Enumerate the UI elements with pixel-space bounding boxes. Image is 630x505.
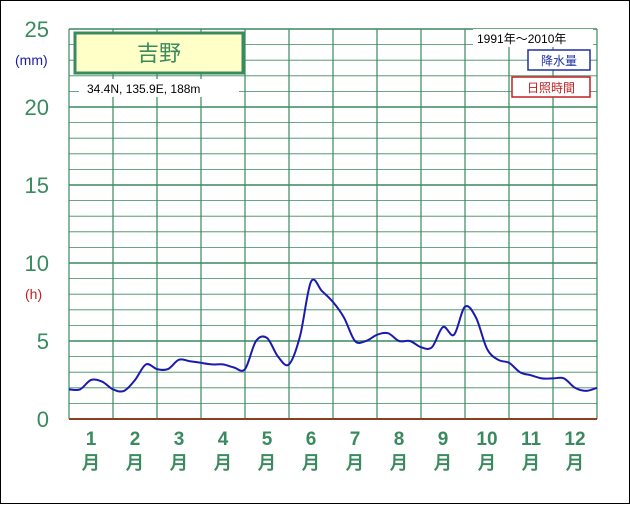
month-suffix-label: 月: [565, 453, 584, 474]
month-suffix-label: 月: [389, 453, 408, 474]
month-suffix-label: 月: [81, 453, 100, 474]
month-number-label: 9: [438, 429, 449, 450]
location-subtitle: 34.4N, 135.9E, 188m: [87, 82, 200, 96]
month-number-label: 8: [394, 429, 405, 450]
month-number-label: 11: [521, 429, 542, 450]
month-suffix-label: 月: [213, 453, 232, 474]
month-number-label: 1: [86, 429, 97, 450]
y-tick-label: 20: [25, 95, 49, 120]
month-suffix-label: 月: [345, 453, 364, 474]
y-tick-label: 10: [25, 251, 49, 276]
month-suffix-label: 月: [169, 453, 188, 474]
month-number-label: 4: [218, 429, 229, 450]
month-suffix-label: 月: [125, 453, 144, 474]
y-unit-h: (h): [25, 286, 42, 302]
y-tick-label: 0: [37, 407, 49, 432]
month-suffix-label: 月: [477, 453, 496, 474]
legend-sunshine: 日照時間: [527, 81, 575, 95]
y-tick-label: 15: [25, 173, 49, 198]
month-suffix-label: 月: [257, 453, 276, 474]
y-tick-label: 5: [37, 329, 49, 354]
y-unit-mm: (mm): [15, 52, 48, 68]
legend-precipitation: 降水量: [541, 54, 577, 68]
month-number-label: 5: [262, 429, 273, 450]
y-axis-ticks: 0 5 10 15 20 25: [25, 17, 49, 432]
month-number-label: 2: [130, 429, 141, 450]
period-label: 1991年〜2010年: [477, 32, 566, 46]
month-suffix-label: 月: [433, 453, 452, 474]
x-axis-ticks: 1 月 2 月 3 月 4 月 5 月 6 月 7 月 8 月 9 月 10 月 11 月 12 月: [81, 429, 586, 474]
chart-title: 吉野: [137, 42, 181, 67]
month-number-label: 12: [564, 429, 585, 450]
month-number-label: 7: [350, 429, 361, 450]
month-suffix-label: 月: [301, 453, 320, 474]
month-number-label: 10: [476, 429, 497, 450]
y-tick-label: 25: [25, 17, 49, 42]
month-suffix-label: 月: [521, 453, 540, 474]
month-number-label: 3: [174, 429, 185, 450]
month-number-label: 6: [306, 429, 317, 450]
